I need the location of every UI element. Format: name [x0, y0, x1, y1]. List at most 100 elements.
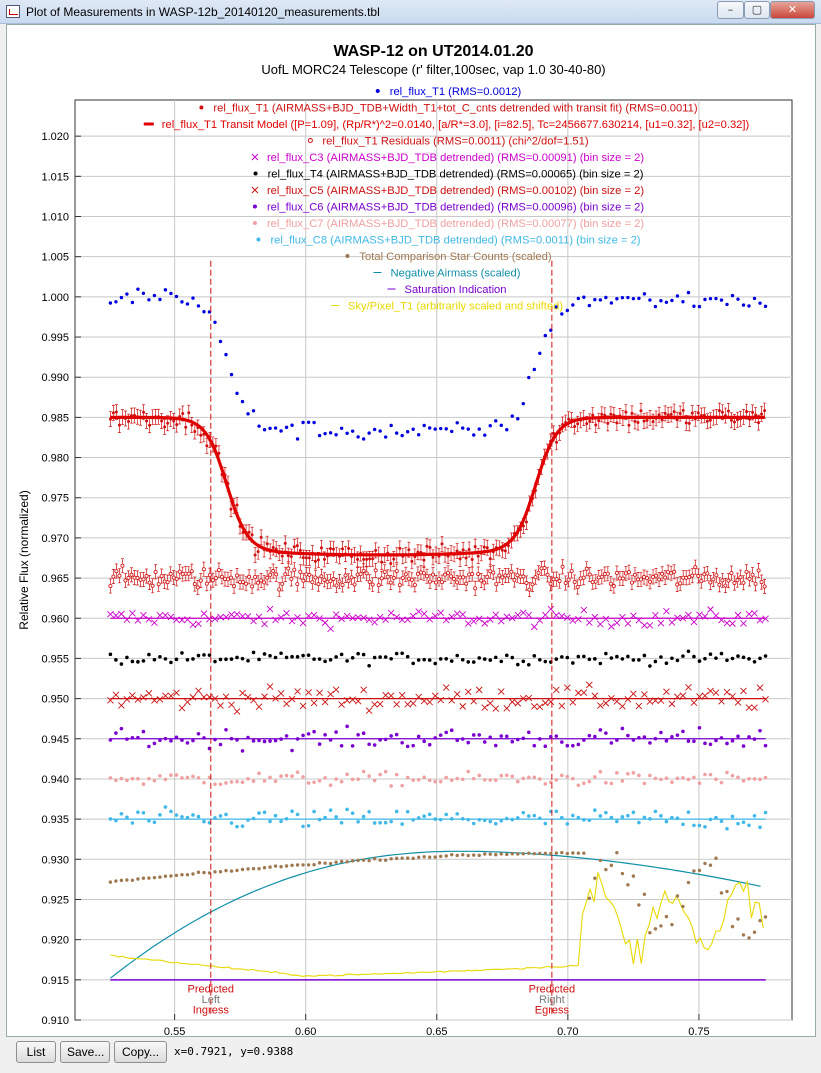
point-t4: [515, 662, 520, 667]
point-c5: [696, 693, 703, 700]
point-c3: [503, 613, 511, 620]
point-c8: [356, 819, 360, 824]
point-c7: [538, 777, 542, 781]
point-c8: [394, 809, 399, 814]
point-residual: [638, 577, 643, 582]
point-t1-raw: [444, 427, 448, 431]
point-c7: [642, 781, 647, 786]
point-residual: [620, 576, 625, 581]
point-t1-detrended: [148, 423, 152, 427]
point-comp-counts: [598, 858, 603, 863]
point-comp-counts: [240, 867, 245, 872]
point-c6: [670, 735, 674, 739]
point-c8: [604, 810, 608, 815]
y-tick-label: 1.000: [41, 292, 69, 304]
point-c6: [697, 725, 702, 730]
point-c5: [129, 692, 136, 699]
point-c7: [438, 779, 443, 784]
point-c8: [697, 823, 702, 828]
point-t1-raw: [213, 320, 217, 324]
point-t4: [312, 657, 316, 661]
point-c3: [613, 619, 621, 627]
point-residual: [114, 569, 119, 574]
point-residual: [461, 575, 466, 580]
point-c8: [571, 813, 575, 818]
copy-button[interactable]: Copy...: [114, 1041, 167, 1063]
point-c7: [471, 776, 476, 781]
point-residual: [491, 570, 496, 575]
point-c8: [675, 816, 680, 820]
point-t4: [141, 659, 146, 663]
point-c5: [718, 697, 725, 705]
point-c6: [582, 738, 586, 742]
close-button[interactable]: ✕: [770, 1, 815, 19]
point-c3: [453, 610, 461, 618]
point-c8: [141, 810, 146, 815]
point-t1-raw: [422, 423, 426, 428]
point-t1-raw: [461, 426, 465, 430]
point-c7: [576, 783, 581, 788]
point-t4: [191, 657, 195, 661]
point-residual: [762, 584, 767, 589]
point-comp-counts: [763, 915, 768, 919]
point-t4: [295, 655, 300, 659]
point-t1-detrended: [669, 412, 673, 416]
point-c7: [703, 772, 707, 777]
point-t1-detrended: [313, 559, 317, 563]
point-t4: [736, 654, 740, 658]
point-c8: [466, 817, 471, 822]
point-t1-detrended: [410, 559, 414, 563]
point-c3: [167, 613, 175, 621]
point-c5: [233, 708, 241, 715]
point-c6: [196, 732, 201, 736]
point-comp-counts: [108, 880, 113, 884]
list-button[interactable]: List: [16, 1041, 56, 1063]
point-c5: [255, 703, 263, 711]
point-c8: [246, 818, 250, 822]
point-t4: [163, 657, 168, 661]
point-residual: [388, 580, 393, 585]
point-c3: [250, 617, 257, 625]
point-residual: [247, 574, 252, 579]
point-residual: [542, 566, 547, 571]
point-c5: [200, 693, 208, 701]
point-t4: [301, 653, 305, 658]
point-residual: [482, 580, 487, 585]
point-t1-raw: [609, 301, 614, 305]
point-c3: [718, 616, 725, 624]
point-c7: [185, 775, 190, 780]
point-t1-raw: [637, 296, 641, 301]
point-comp-counts: [301, 863, 305, 867]
point-c6: [191, 738, 195, 743]
point-t1-detrended: [760, 412, 764, 416]
point-c5: [123, 696, 131, 703]
point-t1-detrended: [440, 542, 444, 546]
maximize-button[interactable]: ▢: [744, 1, 770, 19]
point-t1-detrended: [687, 421, 691, 425]
point-residual: [310, 580, 315, 585]
point-t1-raw: [224, 352, 228, 357]
point-residual: [141, 577, 146, 582]
point-c8: [202, 819, 206, 824]
point-comp-counts: [582, 851, 586, 855]
point-residual: [168, 571, 173, 576]
save-button[interactable]: Save...: [60, 1041, 110, 1063]
point-t1-raw: [521, 401, 525, 406]
minimize-button[interactable]: –: [717, 1, 744, 19]
point-t1-detrended: [160, 419, 164, 423]
point-c5: [277, 690, 285, 697]
plot-canvas[interactable]: 0.910 0.915 0.920 0.925 0.930 0.935 0.940 0.945…: [6, 24, 816, 1037]
point-c3: [173, 616, 180, 624]
point-t1-raw: [560, 312, 564, 316]
point-c7: [741, 779, 746, 783]
point-c7: [361, 769, 366, 774]
point-t1-detrended: [467, 547, 471, 551]
point-c6: [444, 730, 449, 735]
point-c6: [268, 739, 272, 743]
point-c8: [361, 814, 366, 819]
point-c5: [530, 703, 538, 710]
point-t4: [416, 658, 421, 662]
point-c8: [455, 812, 460, 816]
point-c6: [692, 739, 696, 744]
point-residual: [512, 578, 517, 583]
